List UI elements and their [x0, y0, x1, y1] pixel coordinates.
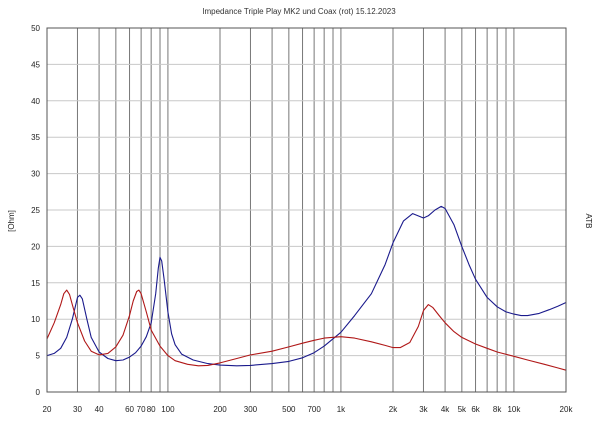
x-tick-labels: 20 30 40 60 70 80 100 200 300 500 700 1k 2k 3k 4k 5k 6k 8…	[43, 405, 574, 414]
impedance-curve-1	[46, 205, 567, 367]
x-tick-label: 300	[244, 405, 258, 414]
x-tick-label: 4k	[441, 405, 450, 414]
y-axis-label: [Ohm]	[7, 210, 16, 232]
chart-title: Impedance Triple Play MK2 und Coax (rot)…	[202, 7, 396, 16]
y-tick-label: 5	[36, 352, 41, 361]
impedance-curve-2	[46, 289, 567, 371]
x-tick-label: 100	[161, 405, 175, 414]
x-tick-label: 40	[95, 405, 104, 414]
y-tick-label: 45	[31, 60, 40, 69]
y-tick-labels: 0 5 10 15 20 25 30 35 40 45 50	[31, 24, 40, 397]
x-tick-label: 70	[137, 405, 146, 414]
x-tick-label: 1k	[337, 405, 346, 414]
x-tick-label: 5k	[458, 405, 467, 414]
x-tick-label: 20k	[560, 405, 574, 414]
y-tick-label: 25	[31, 206, 40, 215]
x-tick-label: 8k	[493, 405, 502, 414]
y-tick-label: 50	[31, 24, 40, 33]
x-tick-label: 6k	[471, 405, 480, 414]
x-tick-label: 500	[282, 405, 296, 414]
y-tick-label: 15	[31, 279, 40, 288]
y-tick-label: 35	[31, 133, 40, 142]
x-tick-label: 20	[43, 405, 52, 414]
y-tick-label: 0	[36, 388, 41, 397]
y-tick-label: 10	[31, 315, 40, 324]
x-tick-label: 3k	[419, 405, 428, 414]
y-tick-label: 40	[31, 97, 40, 106]
x-tick-label: 2k	[389, 405, 398, 414]
x-tick-label: 700	[307, 405, 321, 414]
x-tick-label: 80	[147, 405, 156, 414]
plot-frame	[46, 27, 567, 393]
y-tick-label: 30	[31, 170, 40, 179]
x-tick-label: 60	[125, 405, 134, 414]
x-tick-label: 30	[73, 405, 82, 414]
right-axis-label: ATB	[584, 214, 593, 229]
plot-curves	[46, 205, 567, 371]
grid	[46, 27, 567, 393]
x-tick-label: 10k	[507, 405, 521, 414]
x-tick-label: 200	[213, 405, 227, 414]
y-tick-label: 20	[31, 242, 40, 251]
